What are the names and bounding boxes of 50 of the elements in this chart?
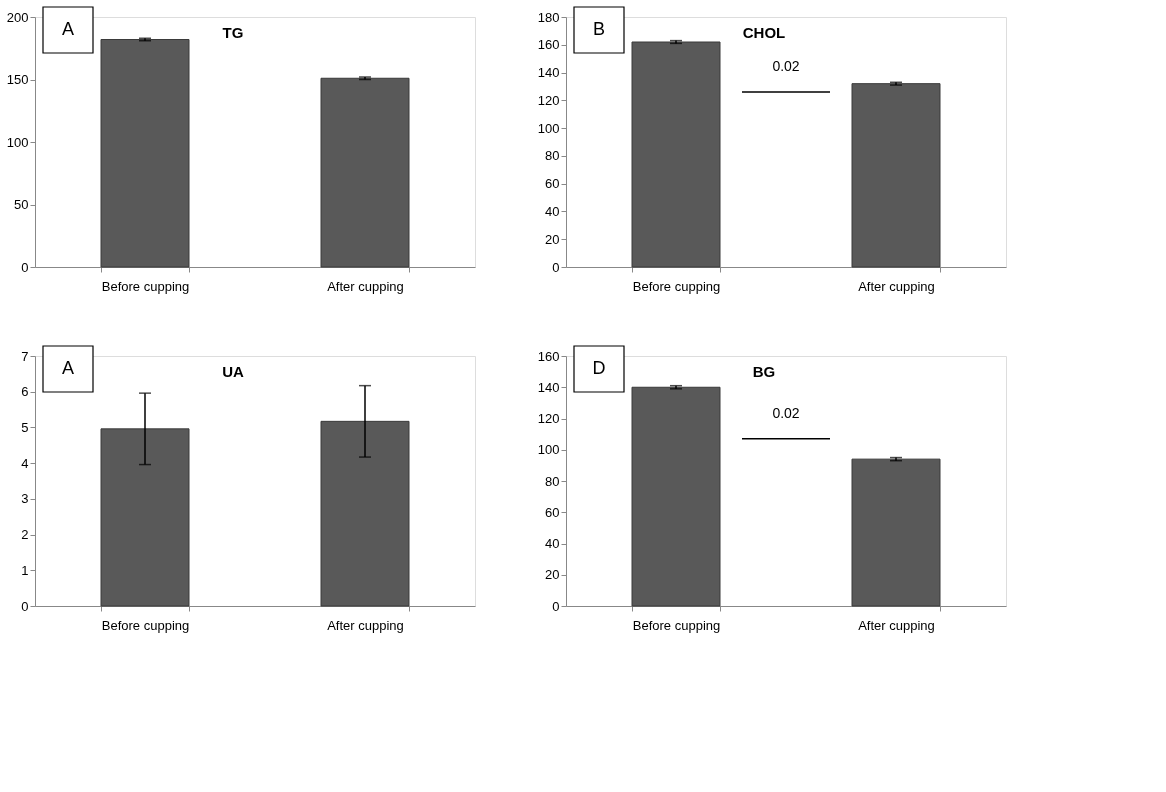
y-tick-label: 40 (545, 203, 560, 219)
y-tick-label: 140 (537, 379, 560, 395)
x-tick-label: Before cupping (101, 278, 190, 294)
y-tick-label: 4 (21, 455, 29, 471)
x-tick-label: Before cupping (632, 278, 721, 294)
x-tick-label: After cupping (858, 617, 935, 633)
y-tick-label: 160 (537, 37, 560, 53)
y-tick-label: 140 (537, 65, 560, 81)
y-tick-label: 3 (21, 491, 29, 507)
chart-title: CHOL (742, 24, 786, 41)
y-tick-label: 100 (6, 134, 29, 150)
chart-title: UA (222, 363, 244, 380)
x-tick-label: Before cupping (632, 617, 721, 633)
annotation: 0.02 (772, 58, 800, 74)
x-tick-label: After cupping (327, 278, 404, 294)
y-tick-label: 6 (21, 384, 29, 400)
y-tick-label: 60 (545, 504, 560, 520)
annotation: A (61, 19, 75, 39)
y-tick-label: 5 (21, 419, 29, 435)
x-tick-label: After cupping (327, 617, 404, 633)
y-tick-label: 0 (552, 259, 560, 275)
y-tick-label: 180 (537, 9, 560, 25)
y-tick-label: 60 (545, 176, 560, 192)
annotation: 0.02 (772, 404, 800, 421)
y-tick-label: 200 (6, 9, 29, 25)
y-tick-label: 80 (545, 473, 560, 489)
y-tick-label: 20 (545, 567, 560, 583)
x-tick-label: Before cupping (101, 617, 190, 633)
y-tick-label: 0 (21, 598, 29, 614)
annotation: A (61, 358, 75, 378)
y-tick-label: 0 (552, 598, 560, 614)
chart-title: TG (222, 24, 244, 41)
y-tick-label: 7 (21, 348, 29, 364)
y-tick-label: 1 (21, 562, 29, 578)
y-tick-label: 120 (537, 411, 560, 426)
y-tick-label: 120 (537, 92, 560, 108)
chart-title: BG (752, 363, 776, 380)
y-tick-label: 160 (537, 348, 560, 364)
y-tick-label: 0 (21, 259, 29, 275)
y-tick-label: 2 (21, 527, 29, 543)
y-tick-label: 20 (545, 231, 560, 247)
annotation: D (592, 358, 606, 378)
y-tick-label: 100 (537, 120, 560, 136)
y-tick-label: 80 (545, 148, 560, 164)
y-tick-label: 50 (14, 197, 29, 212)
y-tick-label: 100 (537, 442, 560, 458)
annotation: B (592, 19, 606, 39)
y-tick-label: 150 (6, 72, 29, 87)
y-tick-label: 40 (545, 536, 560, 551)
x-tick-label: After cupping (858, 278, 935, 294)
